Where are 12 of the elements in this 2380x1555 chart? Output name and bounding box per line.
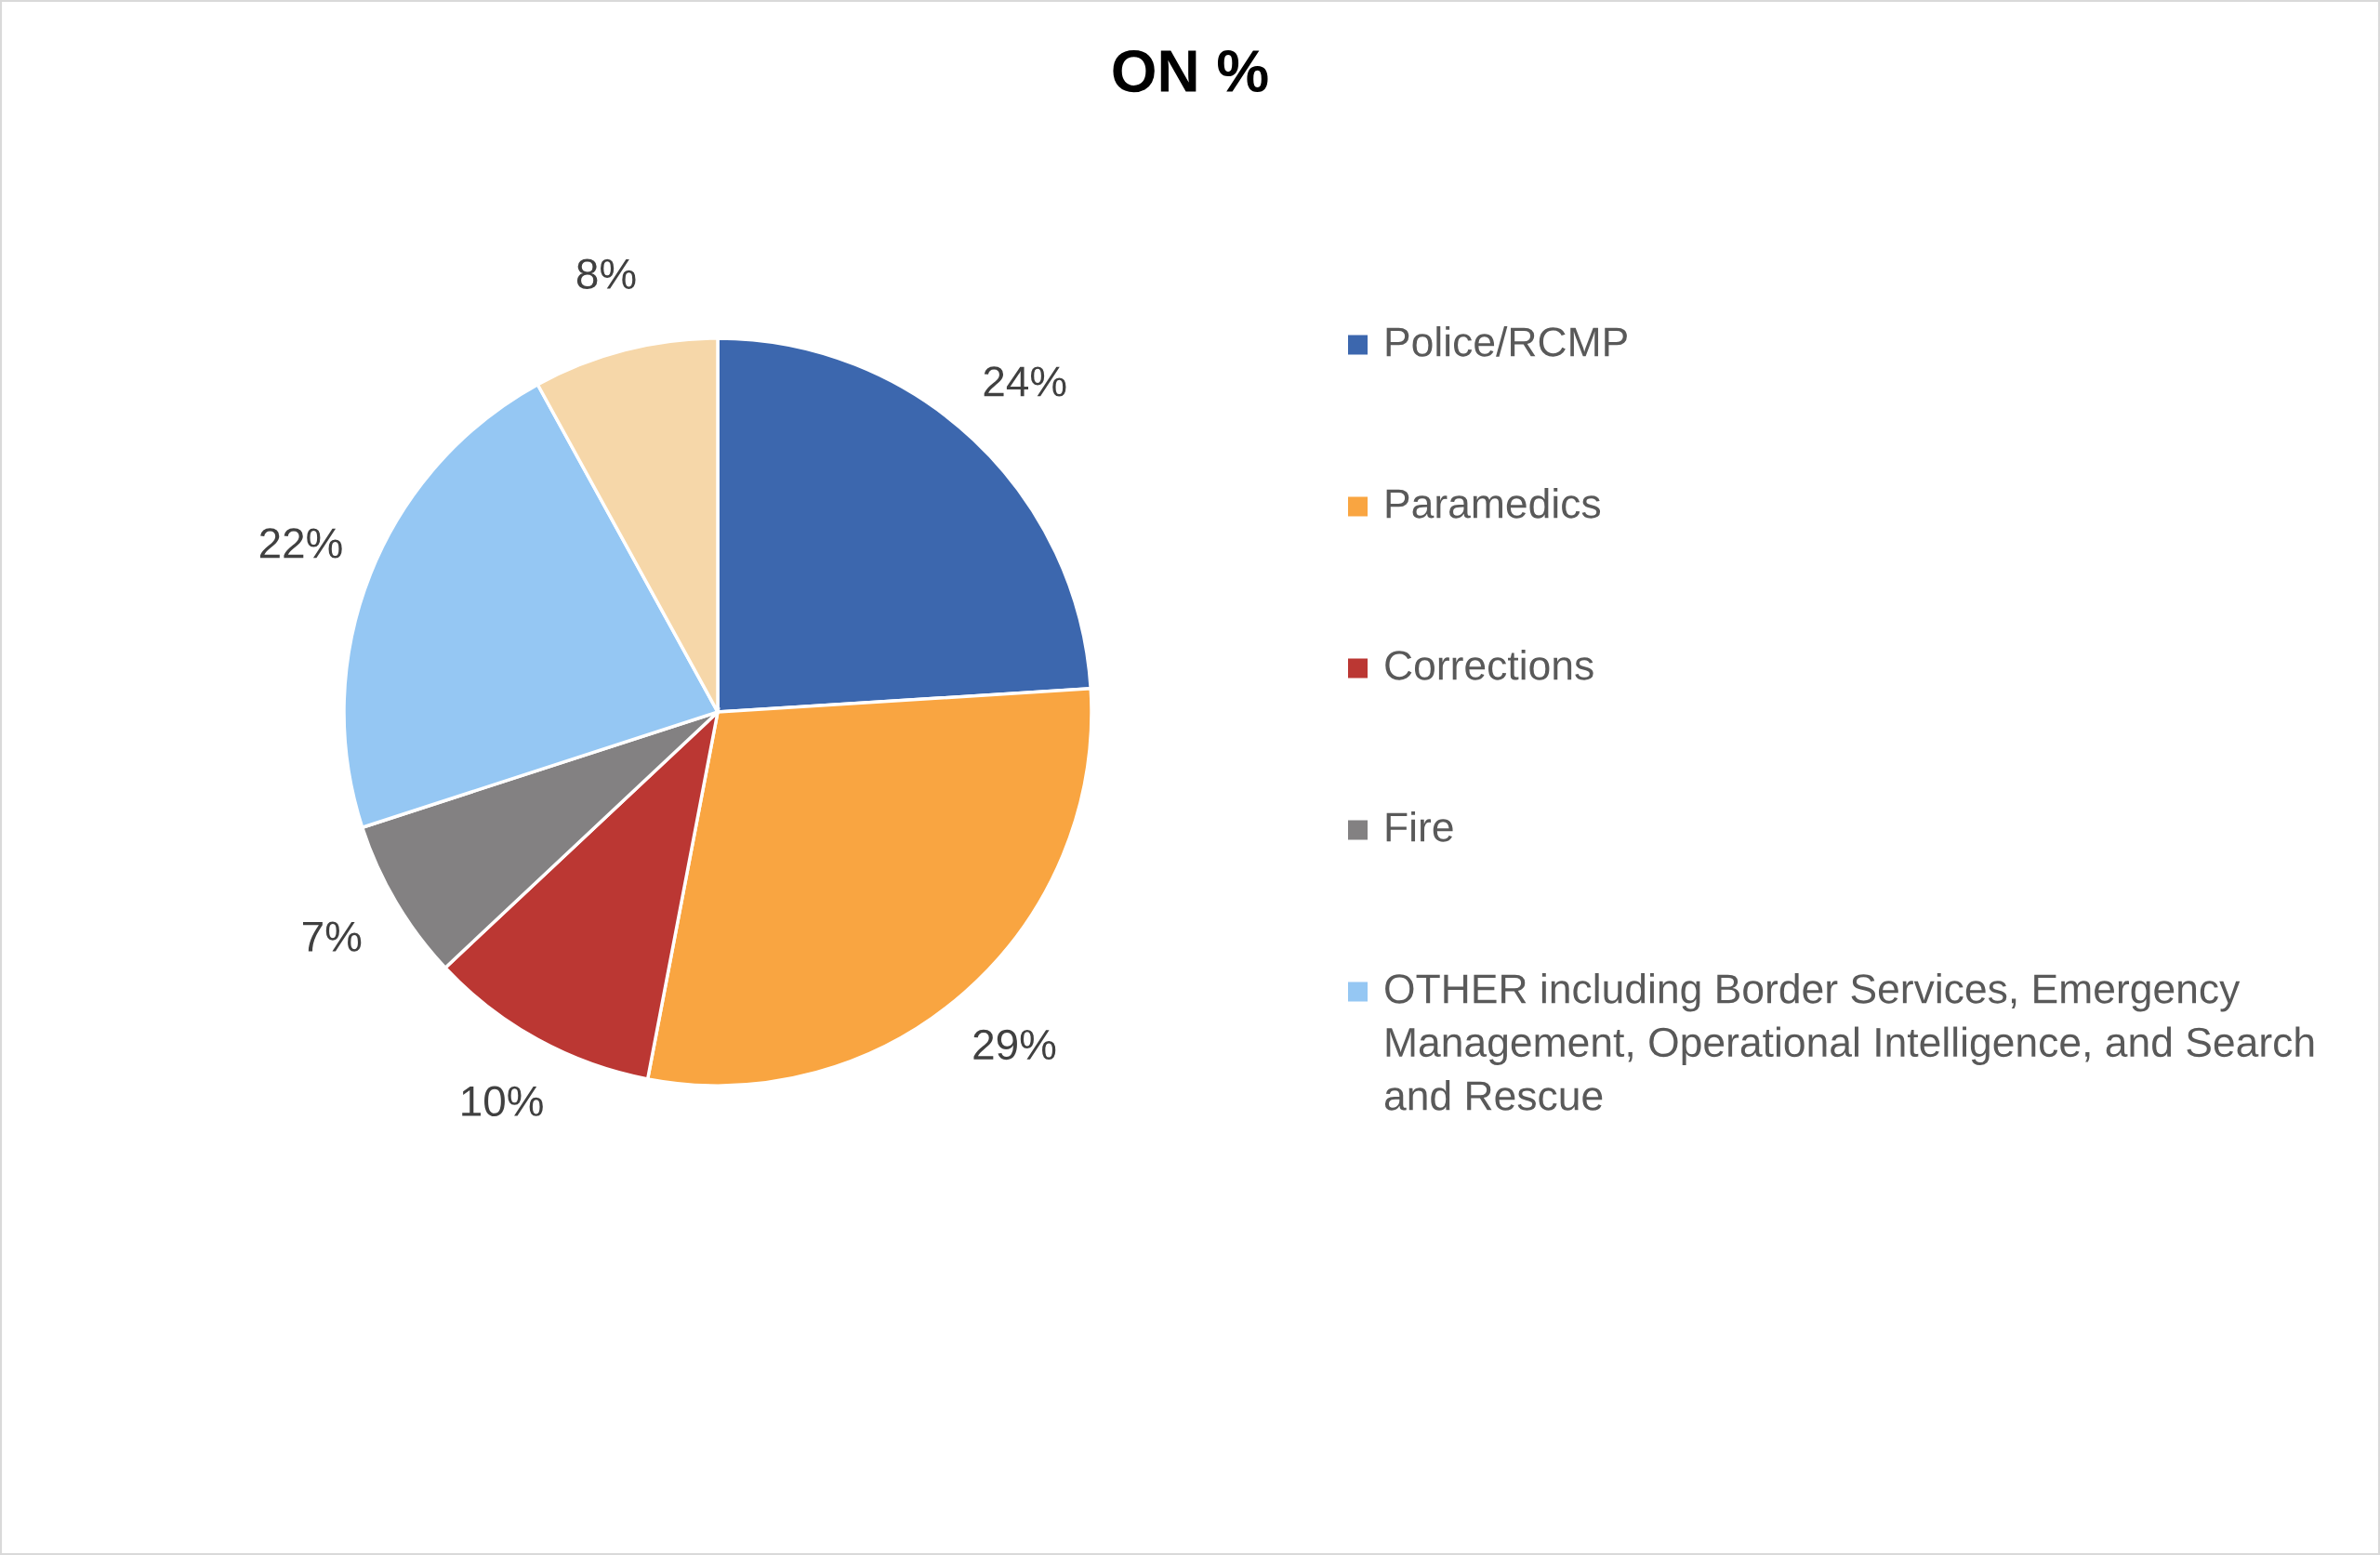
data-label: 7% <box>303 921 362 952</box>
legend-label: OTHER including Border Services, Emergency Management, Operational Intelligence, and Search and Rescue <box>1384 973 2314 1111</box>
data-label: 22% <box>259 528 342 559</box>
legend-label: Fire <box>1386 811 1453 842</box>
data-label: 24% <box>984 366 1066 397</box>
legend-label: Police/RCMP <box>1386 326 1627 357</box>
data-label: 29% <box>973 1029 1056 1061</box>
legend-label: Corrections <box>1385 650 1593 680</box>
legend-label: Paramedics <box>1386 488 1601 519</box>
data-label: 8% <box>576 258 636 290</box>
chart-title: ON % <box>1113 49 1268 93</box>
data-label: 10% <box>462 1086 543 1117</box>
